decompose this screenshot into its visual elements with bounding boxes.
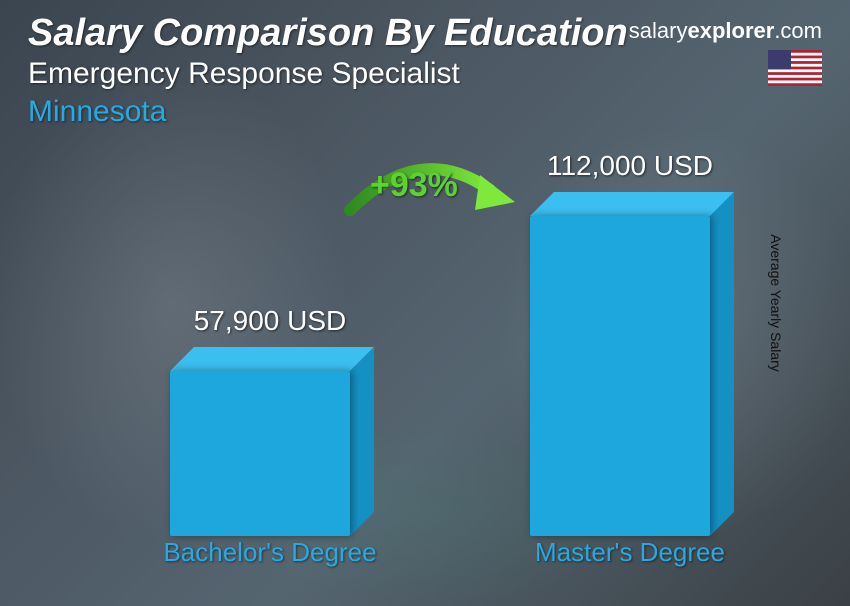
- bar-side-face: [350, 347, 374, 536]
- bar-top-face: [170, 347, 374, 371]
- bar3d: [530, 216, 730, 536]
- brand-bold: explorer: [687, 18, 774, 43]
- infographic-container: Salary Comparison By Education Emergency…: [0, 0, 850, 606]
- brand-name: salaryexplorer.com: [629, 18, 822, 44]
- bar-front-face: [530, 216, 710, 536]
- brand-prefix: salary: [629, 18, 688, 43]
- bar-top-face: [530, 192, 734, 216]
- bar-bachelors: 57,900 USD: [150, 371, 390, 536]
- title-block: Salary Comparison By Education Emergency…: [28, 12, 628, 129]
- brand-dotcom: .com: [774, 18, 822, 43]
- percent-increase-badge: +93%: [370, 166, 458, 205]
- category-label: Bachelor's Degree: [140, 537, 400, 568]
- bar-chart: +93% 57,900 USD 112,000 USD Bachelor's D…: [0, 160, 850, 576]
- brand-block: salaryexplorer.com: [629, 18, 822, 91]
- category-label: Master's Degree: [500, 537, 760, 568]
- page-title: Salary Comparison By Education: [28, 12, 628, 55]
- bar-masters: 112,000 USD: [510, 216, 750, 536]
- bar-value-label: 57,900 USD: [150, 305, 390, 337]
- bar-value-label: 112,000 USD: [510, 150, 750, 182]
- bar3d: [170, 371, 370, 536]
- bar-side-face: [710, 192, 734, 536]
- location: Minnesota: [28, 95, 628, 129]
- subtitle: Emergency Response Specialist: [28, 57, 628, 91]
- us-flag-icon: [768, 50, 822, 86]
- bar-front-face: [170, 371, 350, 536]
